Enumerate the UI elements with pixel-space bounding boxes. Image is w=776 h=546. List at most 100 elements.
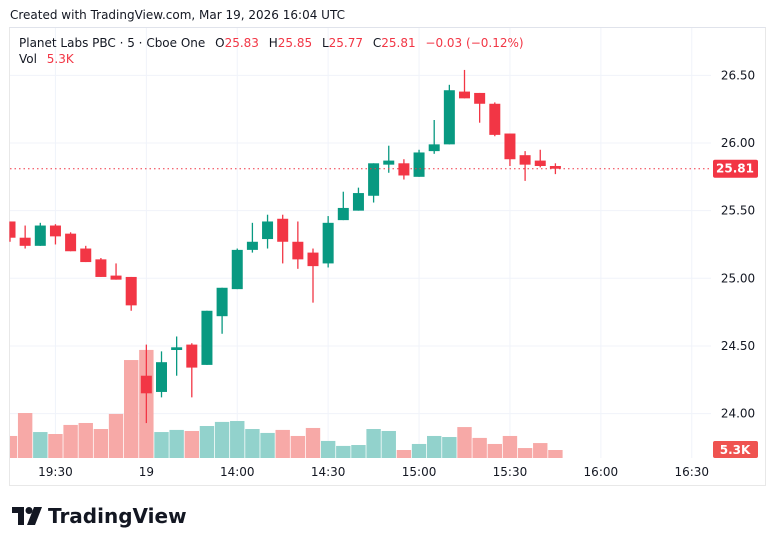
volume-bar (366, 429, 381, 458)
candle-body (65, 233, 77, 252)
candle (307, 248, 319, 303)
candle-body (368, 163, 380, 196)
price-tick: 25.50 (721, 204, 755, 218)
candle (231, 248, 243, 290)
candle (368, 163, 380, 203)
symbol-label[interactable]: Planet Labs PBC · 5 · Cboe One (19, 36, 206, 50)
open-value: 25.83 (224, 36, 259, 50)
candle (80, 245, 92, 263)
candle (428, 119, 440, 154)
time-tick: 15:30 (493, 465, 528, 479)
time-tick: 19:30 (38, 465, 73, 479)
change-value: −0.03 (−0.12%) (425, 36, 524, 50)
volume-bar (320, 440, 336, 458)
volume-bar (517, 448, 533, 458)
volume-bar (48, 434, 63, 458)
candle-body (125, 276, 137, 306)
volume-bar (33, 432, 48, 458)
volume-bar (533, 443, 548, 458)
low-value: 25.77 (328, 36, 364, 50)
candle (171, 336, 183, 376)
volume-bar (78, 422, 93, 458)
candle (534, 149, 546, 168)
price-tick: 25.00 (721, 271, 755, 285)
candle (49, 224, 61, 245)
volume-label: Vol (19, 52, 37, 66)
volume-bar (502, 435, 518, 458)
tradingview-logo[interactable]: TradingView (12, 504, 187, 528)
volume-bar (290, 435, 306, 458)
time-tick: 16:00 (584, 465, 619, 479)
price-tick: 24.50 (721, 339, 755, 353)
candle-body (489, 103, 501, 135)
chart-frame (9, 27, 766, 486)
candle-body (156, 362, 167, 392)
credit-text: Created with TradingView.com, Mar 19, 20… (10, 8, 345, 22)
candle-body (95, 259, 107, 277)
brand-name: TradingView (48, 504, 187, 528)
candle (519, 151, 531, 181)
candle (352, 187, 364, 211)
candle (474, 92, 486, 123)
candle-body (459, 91, 470, 99)
volume-bar (169, 429, 184, 458)
candle-body (352, 193, 364, 211)
candle (19, 225, 31, 249)
candle (398, 159, 410, 180)
high-value: 25.85 (277, 36, 313, 50)
candle-body (140, 375, 152, 394)
volume-bar (63, 424, 78, 458)
volume-value: 5.3K (46, 52, 74, 66)
candle-body (34, 225, 46, 246)
price-tick: 24.00 (721, 407, 755, 421)
candle-body (262, 221, 274, 240)
chart-legend: Planet Labs PBC · 5 · Cboe One O25.83 H2… (19, 35, 524, 67)
time-tick: 19 (139, 465, 154, 479)
candle-body (49, 225, 61, 237)
volume-bar (230, 421, 245, 458)
volume-bar (10, 435, 18, 458)
candle (216, 287, 228, 334)
volume-bar (260, 432, 275, 458)
volume-bar (199, 426, 215, 458)
candle-body (474, 92, 486, 104)
candle-body (201, 310, 213, 365)
volume-bar (214, 421, 230, 458)
volume-bar (124, 360, 139, 458)
last-price-label: 25.81 (716, 162, 754, 176)
candle (201, 310, 213, 365)
volume-row: Vol 5.3K (19, 51, 524, 67)
ohlc-row: Planet Labs PBC · 5 · Cboe One O25.83 H2… (19, 35, 524, 51)
candle (246, 222, 258, 253)
candle (95, 258, 107, 277)
price-tick: 26.50 (721, 68, 755, 82)
candle (156, 351, 167, 398)
volume-bar (396, 450, 412, 458)
volume-bar (351, 445, 366, 458)
time-tick: 14:00 (220, 465, 255, 479)
volume-bar (472, 437, 487, 458)
candle-body (337, 207, 349, 221)
candle-body (413, 152, 425, 177)
volume-bar (17, 413, 33, 458)
candle-body (246, 241, 258, 250)
candle-body (519, 155, 531, 165)
volume-bar (184, 430, 199, 458)
candle-body (80, 248, 92, 263)
candle-body (110, 275, 122, 280)
high-label: H (268, 36, 278, 50)
candle-body (171, 347, 183, 351)
volume-bar (154, 432, 169, 458)
time-tick: 16:30 (674, 465, 709, 479)
candle (186, 343, 198, 398)
last-volume-label: 5.3K (720, 443, 751, 457)
candle (337, 191, 349, 221)
candle-body (549, 166, 561, 169)
volume-bar (442, 437, 457, 458)
candle-body (231, 249, 243, 290)
volume-bar (93, 429, 109, 458)
volume-bar (381, 430, 396, 458)
candle (34, 222, 46, 246)
candle-body (186, 344, 198, 368)
